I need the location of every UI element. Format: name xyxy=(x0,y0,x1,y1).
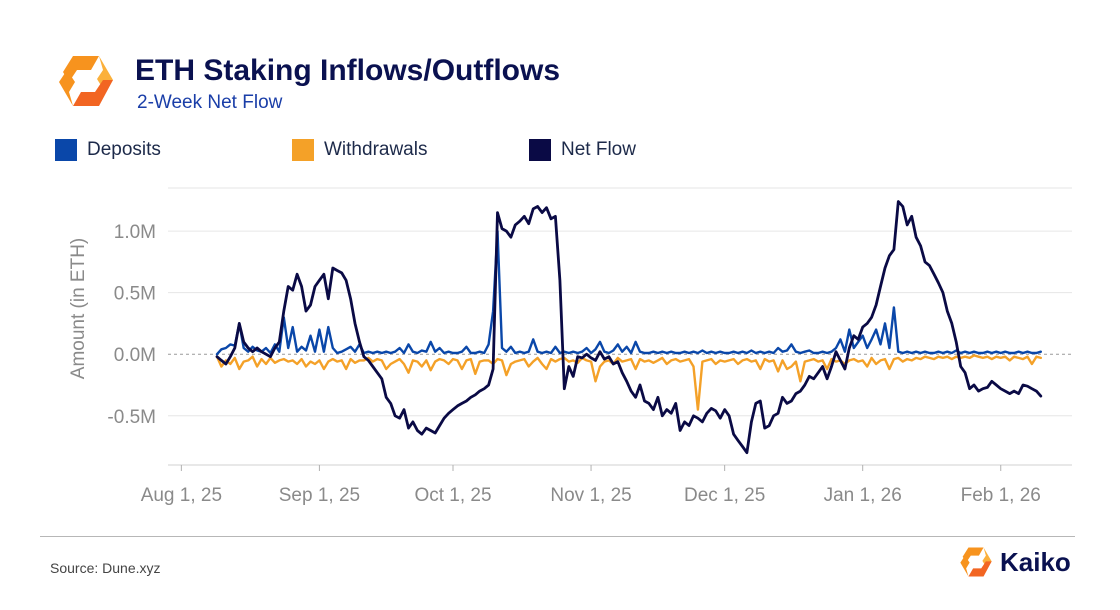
kaiko-brand-icon xyxy=(960,547,992,577)
legend-label-deposits: Deposits xyxy=(87,139,161,160)
x-tick-label: Jan 1, 26 xyxy=(824,485,902,506)
legend-item-withdrawals[interactable]: Withdrawals xyxy=(292,139,529,161)
legend-swatch-withdrawals xyxy=(292,139,314,161)
series-line-net-flow xyxy=(215,200,1043,455)
y-axis-label: Amount (in ETH) xyxy=(68,238,89,379)
chart-subtitle: 2-Week Net Flow xyxy=(137,92,283,113)
x-tick-label: Dec 1, 25 xyxy=(684,485,765,506)
y-tick-label: 1.0M xyxy=(114,222,156,243)
line-chart: -0.5M 0.0M 0.5M 1.0M Aug 1, 25 Sep 1, 25 Oct 1… xyxy=(68,187,1072,506)
legend-item-deposits[interactable]: Deposits xyxy=(55,139,292,161)
brand-name: Kaiko xyxy=(1000,546,1071,577)
chart-title: ETH Staking Inflows/Outflows xyxy=(135,54,561,87)
x-tick-label: Oct 1, 25 xyxy=(414,485,491,506)
x-tick-label: Aug 1, 25 xyxy=(141,485,222,506)
kaiko-logo-icon xyxy=(59,56,113,106)
x-tick-label: Feb 1, 26 xyxy=(961,485,1041,506)
series-line-deposits xyxy=(215,229,1042,356)
footer-divider xyxy=(40,536,1075,537)
brand-mark: Kaiko xyxy=(958,545,1071,579)
source-note: Source: Dune.xyz xyxy=(50,560,161,576)
x-tick-label: Nov 1, 25 xyxy=(550,485,631,506)
legend-swatch-deposits xyxy=(55,139,77,161)
legend-item-net-flow[interactable]: Net Flow xyxy=(529,139,636,161)
y-tick-label: 0.5M xyxy=(114,284,156,305)
chart-legend: Deposits Withdrawals Net Flow xyxy=(55,139,636,161)
legend-label-withdrawals: Withdrawals xyxy=(324,139,428,160)
x-tick-label: Sep 1, 25 xyxy=(279,485,360,506)
y-tick-label: -0.5M xyxy=(107,407,156,428)
y-tick-label: 0.0M xyxy=(114,345,156,366)
series-line-withdrawals xyxy=(215,354,1042,411)
legend-swatch-net-flow xyxy=(529,139,551,161)
legend-label-net-flow: Net Flow xyxy=(561,139,636,160)
